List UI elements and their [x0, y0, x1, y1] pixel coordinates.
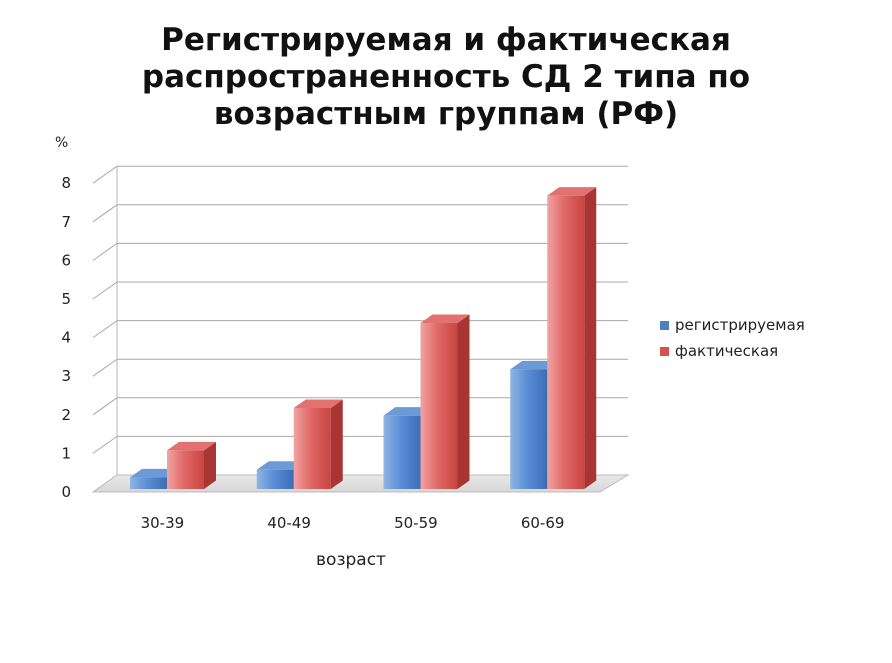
bar-top-регистрируемая-40-49 — [256, 461, 306, 470]
legend-label-1: регистрируемая — [675, 316, 805, 334]
x-tick-label: 50-59 — [394, 514, 438, 532]
bar-фактическая-50-59 — [420, 323, 458, 489]
axes — [91, 166, 630, 493]
bar-side-фактическая-60-69 — [584, 187, 597, 489]
legend: регистрируемая фактическая — [660, 316, 805, 360]
chart-title: Регистрируемая и фактическая распростран… — [0, 22, 892, 133]
bar-фактическая-30-39 — [167, 450, 204, 489]
bar-фактическая-40-49 — [293, 407, 331, 489]
y-tick-label: 0 — [61, 483, 71, 501]
bar-side-фактическая-40-49 — [330, 399, 343, 489]
y-tick-label: 1 — [61, 444, 71, 462]
y-axis-unit: % — [55, 135, 68, 151]
gridline — [92, 165, 628, 184]
x-axis-label: возраст — [316, 550, 386, 570]
x-tick-label: 30-39 — [141, 514, 185, 532]
title-line-1: Регистрируемая и фактическая — [161, 22, 731, 58]
y-tick-label: 8 — [61, 174, 71, 192]
y-tick-label: 6 — [61, 251, 71, 269]
bar-top-регистрируемая-30-39 — [130, 468, 179, 478]
legend-swatch-1 — [660, 321, 669, 330]
bar-top-регистрируемая-50-59 — [383, 407, 433, 416]
title-line-3: возрастным группам (РФ) — [213, 96, 679, 132]
bar-side-фактическая-50-59 — [457, 314, 470, 489]
y-tick-label: 5 — [61, 290, 71, 308]
bar-top-фактическая-30-39 — [167, 441, 216, 451]
title-line-2: распространенность СД 2 типа по — [141, 59, 751, 95]
bars — [130, 187, 597, 489]
bar-top-регистрируемая-60-69 — [510, 360, 560, 370]
bar-регистрируемая-50-59 — [383, 415, 421, 489]
bar-регистрируемая-30-39 — [130, 477, 167, 489]
x-tick-label: 60-69 — [521, 514, 565, 532]
bar-top-фактическая-50-59 — [420, 314, 470, 324]
bar-фактическая-60-69 — [547, 195, 585, 489]
bar-регистрируемая-40-49 — [256, 469, 294, 489]
y-tick-label: 7 — [61, 213, 71, 231]
y-tick-label: 2 — [61, 406, 71, 424]
bar-side-фактическая-30-39 — [204, 441, 216, 489]
chart-floor — [91, 474, 630, 493]
x-tick-label: 40-49 — [267, 514, 311, 532]
labels: 0 1 2 3 4 5 6 7 8% 30-39 40-49 50-59 60-69 возраст — [55, 135, 564, 570]
legend-label-2: фактическая — [675, 342, 778, 360]
bar-top-фактическая-40-49 — [293, 399, 343, 408]
y-tick-label: 4 — [61, 329, 71, 347]
bar-top-фактическая-60-69 — [547, 187, 597, 196]
y-tick-label: 3 — [61, 367, 71, 385]
bar-регистрируемая-60-69 — [510, 369, 548, 489]
legend-swatch-2 — [660, 347, 669, 356]
